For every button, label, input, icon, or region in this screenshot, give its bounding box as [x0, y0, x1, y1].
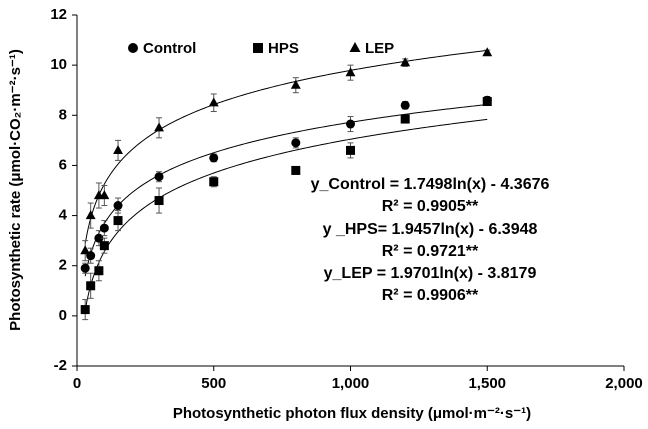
y-tick-label: 2 [59, 257, 67, 274]
marker [291, 165, 301, 175]
marker [482, 96, 492, 106]
y-tick-label: 10 [50, 56, 67, 73]
marker [290, 79, 301, 89]
x-tick-label: 0 [73, 375, 81, 392]
x-tick-label: 500 [201, 375, 226, 392]
fit-curve [84, 118, 488, 311]
marker [85, 210, 96, 220]
y-axis-title: Photosynthetic rate (μmol·CO₂·m⁻²·s⁻¹) [7, 49, 24, 331]
marker [80, 263, 90, 273]
marker [400, 114, 410, 124]
annotation: y _HPS= 1.9457ln(x) - 6.3948 [323, 221, 538, 238]
marker [154, 196, 164, 206]
y-tick-label: 12 [50, 6, 67, 23]
legend-marker [128, 43, 138, 53]
marker [80, 305, 90, 315]
y-tick-label: 0 [59, 307, 67, 324]
fit-curve [84, 49, 488, 244]
marker [154, 122, 164, 132]
marker [291, 138, 301, 148]
x-tick-label: 1,000 [332, 375, 370, 392]
marker [208, 97, 219, 107]
marker [99, 241, 109, 251]
y-tick-label: 6 [59, 156, 67, 173]
marker [94, 266, 104, 276]
marker [94, 233, 104, 243]
annotation: R² = 0.9905** [382, 198, 479, 215]
marker [99, 190, 110, 200]
marker [346, 145, 355, 155]
marker [80, 245, 91, 255]
legend-label: HPS [268, 40, 299, 57]
marker [345, 67, 356, 77]
y-tick-label: 8 [59, 106, 67, 123]
marker [113, 144, 123, 154]
x-tick-label: 1,500 [468, 375, 506, 392]
marker [99, 223, 109, 233]
annotation: y_Control = 1.7498ln(x) - 4.3676 [311, 176, 550, 193]
marker [482, 47, 493, 57]
fit-curve [84, 104, 488, 277]
marker [86, 281, 96, 291]
legend-label: LEP [365, 40, 394, 57]
y-tick-label: 4 [59, 207, 68, 224]
legend-marker [349, 42, 361, 52]
y-tick-label: -2 [54, 357, 67, 374]
annotation: y_LEP = 1.9701ln(x) - 3.8179 [324, 265, 537, 282]
marker [113, 201, 123, 211]
marker [346, 119, 355, 129]
legend-marker [253, 43, 263, 53]
x-axis-title: Photosynthetic photon flux density (μmol… [173, 405, 531, 422]
annotation: R² = 0.9906** [382, 287, 479, 304]
marker [400, 57, 411, 67]
annotation: R² = 0.9721** [382, 243, 479, 260]
marker [400, 100, 410, 110]
marker [113, 216, 123, 226]
legend-label: Control [143, 40, 196, 57]
marker [209, 153, 219, 163]
marker [209, 177, 219, 187]
marker [154, 172, 164, 182]
x-tick-label: 2,000 [605, 375, 643, 392]
